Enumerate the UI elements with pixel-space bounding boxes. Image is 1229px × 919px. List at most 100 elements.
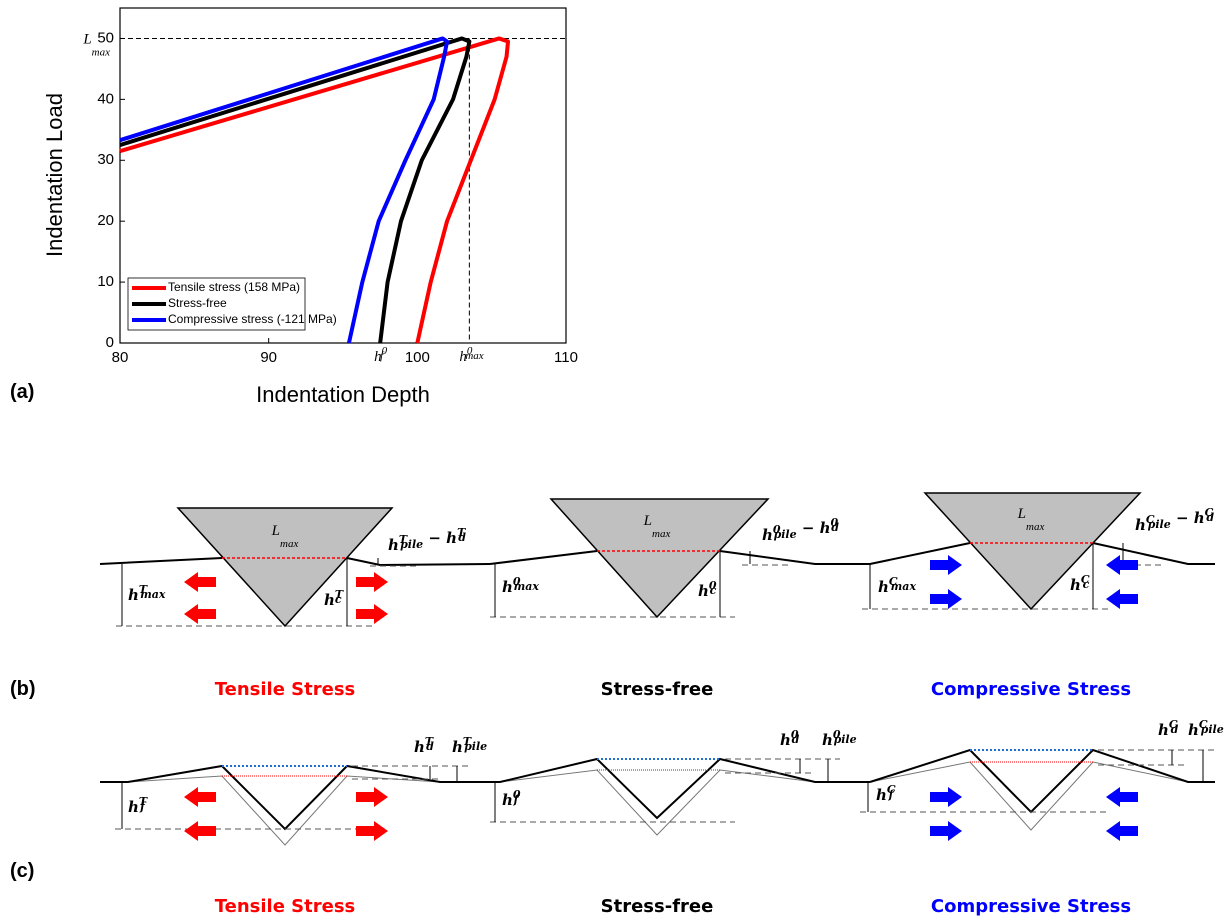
math-label: h0d [780,728,800,749]
math-label: hTf [128,795,148,816]
stress-arrow [184,604,216,624]
caption: Stress-free [601,896,714,917]
math-label: h0max [459,345,483,365]
y-tick-label: 10 [97,273,114,290]
surface [490,551,597,564]
math-label: hCf [876,783,896,804]
math-main: h [762,526,773,544]
math-main: L [82,31,91,47]
stress-arrow [930,589,962,609]
math-sub: max [1026,521,1044,533]
x-tick-label: 80 [112,349,129,366]
stress-arrow [356,821,388,841]
stress-arrow [930,821,962,841]
math-main: h [876,786,887,804]
math-label: hCd [1158,718,1179,739]
math-sub: max [891,580,917,593]
indenter [551,499,768,617]
math-sub: c [335,593,342,606]
math-label: hTpile − hTd [388,526,466,554]
y-axis-label: Indentation Load [42,93,67,257]
math-main: h [878,578,889,596]
indenter [178,508,392,626]
stress-arrow [1106,787,1138,807]
legend-label: Compressive stress (-121 MPa) [168,312,337,326]
math-main: L [643,513,652,529]
math-main: h [324,591,335,609]
stress-arrow [1106,589,1138,609]
math-sub: pile [774,528,797,541]
math-main: h [1158,721,1169,739]
math-main: h [1135,516,1146,534]
math-label: hCmax [878,575,916,596]
panel-label: (a) [10,381,34,403]
caption: Tensile Stress [215,896,356,917]
stress-arrow [930,787,962,807]
math-sub: pile [1148,518,1171,531]
math-label: h0pile − h0d [762,516,839,544]
stress-arrow [356,787,388,807]
surface [347,558,490,565]
math-main: − [797,519,820,537]
math-sub: pile [834,733,857,746]
math-sub: d [1206,511,1214,524]
math-main: h [822,731,833,749]
math-sub: max [652,528,670,540]
math-label: hCpile [1188,718,1224,739]
stress-arrow [184,787,216,807]
residual-surface [490,759,870,818]
math-main: h [502,791,513,809]
math-main: h [780,731,791,749]
panel-label: (b) [10,678,36,700]
math-sub: max [465,350,483,362]
math-label: hTpile [452,735,487,756]
math-main: − [1171,509,1194,527]
math-sub: c [710,584,717,597]
math-sub: c [1083,578,1090,591]
caption: Compressive Stress [931,679,1131,700]
math-sub: max [92,46,110,58]
math-label: hTd [414,735,434,756]
math-main: h [1188,721,1199,739]
x-tick-label: 90 [260,349,277,366]
math-label: h0pile [822,728,857,749]
y-tick-label: 20 [97,212,114,229]
x-axis-label: Indentation Depth [256,382,430,407]
math-sub: pile [1201,723,1224,736]
math-sub: d [458,531,466,544]
math-label: h0f [374,345,388,365]
math-sub: max [514,580,540,593]
math-main: h [388,536,399,554]
math-sub: pile [400,538,423,551]
x-tick-label: 110 [554,349,578,366]
math-label: h0c [698,579,717,600]
stress-arrow [356,604,388,624]
residual-surface [100,766,490,829]
math-main: h [128,586,139,604]
math-sub: max [140,588,166,601]
figure: (a) Indentation Depth Indentation Load (… [0,0,1229,919]
legend-label: Tensile stress (158 MPa) [168,280,300,294]
stress-arrow [356,572,388,592]
math-main: L [271,523,280,539]
math-label: hTc [324,588,344,609]
math-sub: d [831,521,839,534]
math-main: h [446,529,457,547]
math-sub: d [1171,723,1179,736]
math-main: L [1017,506,1026,522]
math-main: h [502,578,513,596]
original-surface [870,762,1188,830]
math-main: h [1194,509,1205,527]
math-sub: max [280,538,298,550]
indenter [925,493,1140,609]
math-main: h [820,519,831,537]
math-label: hCc [1070,573,1090,594]
math-label: hCpile − hCd [1135,506,1214,534]
y-tick-label: 40 [97,90,114,107]
original-surface [128,776,440,845]
y-tick-label: 50 [97,29,114,46]
x-tick-label: 100 [405,349,430,366]
math-sub: d [792,733,800,746]
surface [720,551,870,564]
math-main: h [414,738,425,756]
